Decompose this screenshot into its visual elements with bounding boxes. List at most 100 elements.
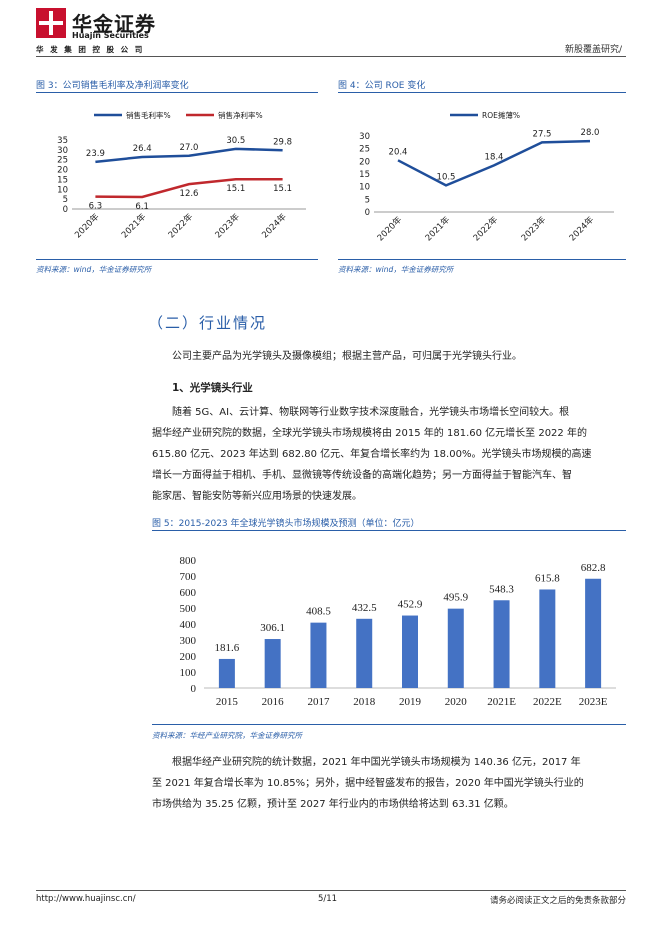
footer-url[interactable]: http://www.huajinsc.cn/ [36,894,136,904]
fig4-bottom-rule [338,259,626,260]
paragraph-line: 据华经产业研究院的数据，全球光学镜头市场规模将由 2015 年的 181.60 … [152,428,587,439]
data-label: 6.1 [135,202,149,212]
data-label: 20.4 [389,147,408,157]
x-tick-label: 2021年 [119,211,148,240]
y-tick-label: 20 [57,166,68,176]
data-label: 12.6 [180,189,199,199]
data-label: 28.0 [581,128,600,138]
bar-value-label: 306.1 [260,622,285,634]
x-tick-label: 2018 [353,696,376,708]
x-tick-label: 2021E [487,696,516,708]
y-tick-label: 100 [180,667,197,679]
logo-icon [36,8,66,38]
logo-text-en: Huajin Securities [72,31,149,40]
bar [493,600,510,688]
bar-value-label: 495.9 [443,592,468,604]
y-tick-label: 0 [365,208,370,218]
x-tick-label: 2023年 [519,214,548,243]
x-tick-label: 2017 [307,696,330,708]
data-label: 15.1 [226,184,245,194]
footer-rule [36,890,626,891]
y-tick-label: 0 [191,683,197,695]
bar-value-label: 452.9 [398,599,423,611]
x-tick-label: 2020 [445,696,468,708]
y-tick-label: 600 [180,587,197,599]
y-tick-label: 0 [63,205,68,215]
page-number: 5/11 [318,894,338,904]
y-tick-label: 25 [359,145,370,155]
subheading-optical-lens: 1、光学镜头行业 [172,382,253,394]
x-tick-label: 2016 [262,696,285,708]
y-tick-label: 20 [359,157,370,167]
data-label: 29.8 [273,137,292,147]
fig5-bottom-rule [152,724,626,725]
data-label: 15.1 [273,184,292,194]
fig4-title-rule [338,92,626,93]
fig4-source: 资料来源：wind，华金证券研究所 [338,265,454,274]
x-tick-label: 2023E [579,696,608,708]
fig3-source: 资料来源：wind，华金证券研究所 [36,265,152,274]
fig3-title: 图 3：公司销售毛利率及净利润率变化 [36,81,189,91]
data-label: 23.9 [86,149,105,159]
bar [218,658,235,688]
paragraph-line: 根据华经产业研究院的统计数据，2021 年中国光学镜头市场规模为 140.36 … [172,757,581,768]
data-label: 27.5 [533,129,552,139]
series-line-0 [397,139,591,187]
x-tick-label: 2020年 [72,211,101,240]
paragraph-line: 市场供给为 35.25 亿颗，预计至 2027 年行业内的市场供给将达到 63.… [152,799,514,810]
x-tick-label: 2024年 [260,211,289,240]
bar [447,608,464,688]
paragraph-line: 随着 5G、AI、云计算、物联网等行业数字技术深度融合，光学镜头市场增长空间较大… [172,407,570,418]
fig4-title: 图 4：公司 ROE 变化 [338,81,426,91]
paragraph-line: 至 2021 年复合增长率为 10.85%；另外，据中经智盛发布的报告，2020… [152,778,584,789]
y-tick-label: 5 [365,195,370,205]
bar-value-label: 548.3 [489,583,514,595]
data-label: 6.3 [89,202,103,212]
data-label: 26.4 [133,144,152,154]
y-tick-label: 400 [180,619,197,631]
y-tick-label: 700 [180,571,197,583]
data-label: 10.5 [437,172,456,182]
y-tick-label: 15 [359,170,370,180]
fig5-title-rule [152,530,626,531]
y-tick-label: 10 [359,183,370,193]
bar [585,578,602,688]
fig5-source: 资料来源：华经产业研究院，华金证券研究所 [152,731,302,740]
y-tick-label: 500 [180,603,197,615]
paragraph-china-market: 根据华经产业研究院的统计数据，2021 年中国光学镜头市场规模为 140.36 … [152,752,626,815]
data-label: 30.5 [226,136,245,146]
y-tick-label: 30 [57,146,68,156]
y-tick-label: 25 [57,156,68,166]
fig5-chart: 0 100 200 300 400 500 600 700 800 181.6 2015 306.1 2… [180,555,616,708]
paragraph-line: 能家居、智能安防等新兴应用场景的快速发展。 [152,491,362,502]
bar [539,589,556,688]
report-type: 新股覆盖研究/ [564,45,622,55]
x-tick-label: 2022年 [166,211,195,240]
x-tick-label: 2019 [399,696,422,708]
y-tick-label: 300 [180,635,197,647]
bar-value-label: 408.5 [306,606,331,618]
y-tick-label: 200 [180,651,197,663]
fig3-bottom-rule [36,259,318,260]
paragraph-line: 增长一方面得益于相机、手机、显微镜等传统设备的高端化趋势；另一方面得益于智能汽车… [152,470,572,481]
legend-label-1: 销售净利率% [218,110,263,120]
x-tick-label: 2015 [216,696,239,708]
x-tick-label: 2024年 [567,214,596,243]
bar [310,622,327,688]
company-name: 华 发 集 团 控 股 公 司 [36,45,145,54]
bar [356,618,373,688]
fig5-title: 图 5：2015-2023 年全球光学镜头市场规模及预测（单位：亿元） [152,519,420,529]
bar-value-label: 682.8 [581,562,606,574]
logo-text-cn: 华金证券 [72,12,156,36]
paragraph-line: 615.80 亿元、2023 年达到 682.80 亿元、年复合增长率约为 18… [152,449,592,460]
data-label: 27.0 [180,143,199,153]
y-tick-label: 15 [57,175,68,185]
header-rule [36,56,626,57]
bar-value-label: 432.5 [352,602,377,614]
y-tick-label: 5 [63,195,68,205]
legend-label-0: 销售毛利率% [126,110,171,120]
series-line-0 [95,147,283,164]
x-tick-label: 2023年 [213,211,242,240]
section-title: （二）行业情况 [148,314,268,332]
